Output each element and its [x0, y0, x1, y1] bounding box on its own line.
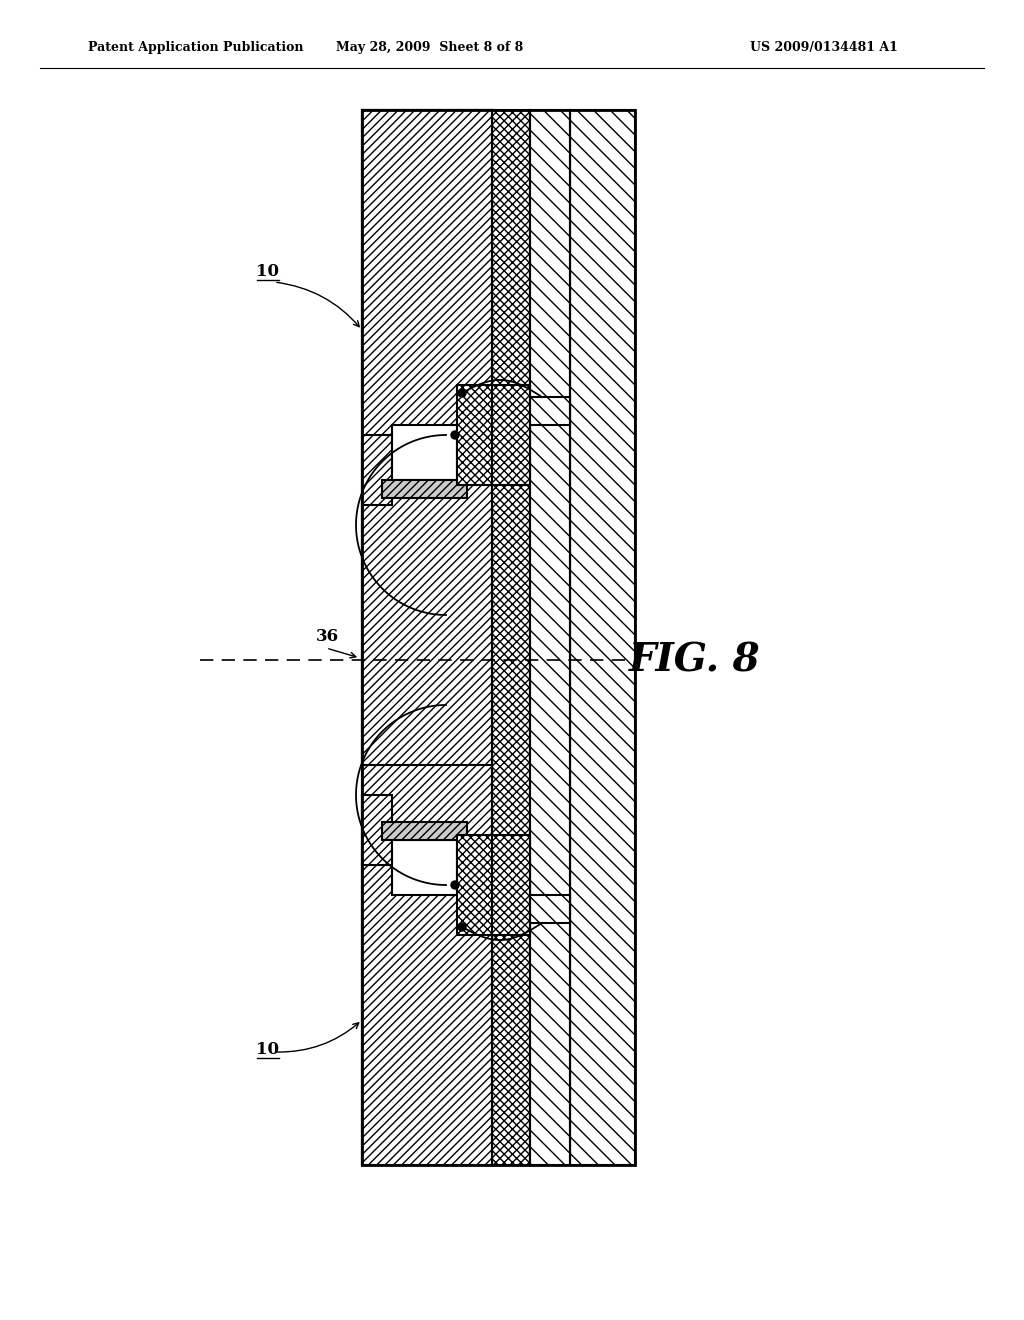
Text: 36: 36	[316, 628, 339, 645]
Bar	[362, 506, 492, 1166]
Text: FIG. 8: FIG. 8	[629, 642, 761, 678]
Circle shape	[458, 389, 466, 397]
Bar	[362, 795, 392, 865]
Bar	[362, 865, 492, 1166]
Bar	[492, 110, 530, 1166]
Text: 10: 10	[256, 264, 280, 281]
Bar	[382, 822, 467, 840]
Bar	[457, 385, 530, 484]
Bar	[530, 895, 570, 923]
Circle shape	[451, 880, 459, 888]
Text: Patent Application Publication: Patent Application Publication	[88, 41, 303, 54]
Bar	[362, 110, 492, 1166]
Text: US 2009/0134481 A1: US 2009/0134481 A1	[750, 41, 898, 54]
Circle shape	[451, 432, 459, 440]
Bar	[362, 436, 392, 506]
Bar	[530, 397, 570, 425]
Bar	[530, 110, 570, 1166]
Bar	[362, 110, 492, 405]
Bar	[382, 480, 467, 498]
Text: May 28, 2009  Sheet 8 of 8: May 28, 2009 Sheet 8 of 8	[336, 41, 523, 54]
Bar	[362, 405, 492, 506]
Bar	[362, 766, 492, 865]
Bar	[457, 836, 530, 935]
Bar	[362, 110, 492, 766]
Bar	[362, 110, 635, 1166]
Text: 10: 10	[256, 1041, 280, 1059]
Bar	[392, 840, 457, 895]
Bar	[392, 425, 457, 480]
Bar	[570, 110, 635, 1166]
Circle shape	[458, 923, 466, 931]
